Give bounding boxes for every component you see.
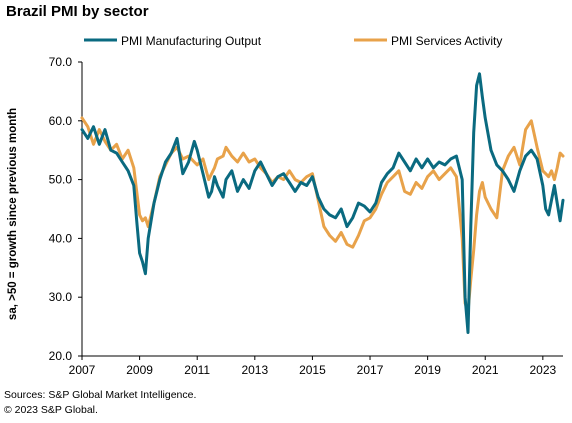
axes: 20.0 30.0 40.0 50.0 60.0 70.0 2007 2009 2011 2013… [7,55,563,377]
legend-label-1: PMI Services Activity [391,34,502,48]
x-tick-label: 2023 [529,363,556,377]
x-tick-label: 2011 [184,363,210,377]
x-tick-label: 2013 [241,363,268,377]
y-tick-label: 40.0 [49,231,73,245]
line-chart: PMI Manufacturing Output PMI Services Act… [7,34,565,377]
x-tick-label: 2019 [414,363,441,377]
series-lines [80,72,565,334]
x-tick-label: 2009 [126,363,153,377]
y-tick-label: 60.0 [49,114,73,128]
source-note: Sources: S&P Global Market Intelligence. [4,389,197,401]
x-tick-label: 2021 [472,363,499,377]
legend: PMI Manufacturing Output PMI Services Act… [84,34,502,48]
y-tick-label: 20.0 [49,349,73,363]
chart-title: Brazil PMI by sector [6,3,149,20]
y-tick-label: 70.0 [49,55,73,69]
series-line-0 [80,72,565,334]
legend-label-0: PMI Manufacturing Output [121,34,262,48]
x-tick-label: 2007 [69,363,96,377]
copyright-note: © 2023 S&P Global. [4,404,98,416]
y-tick-label: 50.0 [49,173,73,187]
y-axis-title: sa, >50 = growth since previous month [7,108,19,320]
x-tick-label: 2015 [299,363,326,377]
y-tick-label: 30.0 [49,290,73,304]
x-tick-label: 2017 [357,363,384,377]
